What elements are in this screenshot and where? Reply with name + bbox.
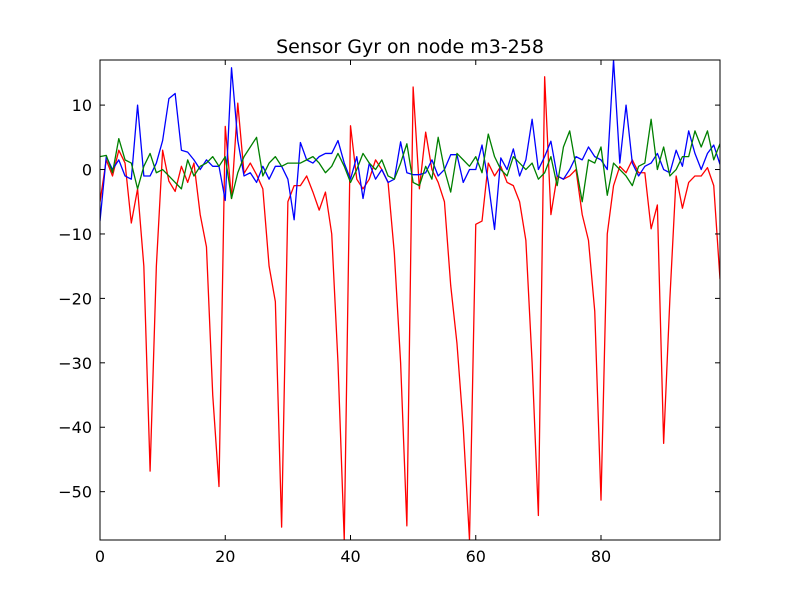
plot-frame (99, 59, 721, 541)
x-tick-label: 20 (215, 547, 235, 566)
y-tick-label: 0 (82, 161, 92, 180)
y-tick-label: −30 (58, 354, 92, 373)
series-line-1 (100, 76, 720, 540)
x-tick-label: 60 (466, 547, 486, 566)
series-line-3 (100, 118, 720, 203)
y-tick-label: 10 (72, 96, 92, 115)
y-tick-label: −50 (58, 483, 92, 502)
x-tick-label: 80 (591, 547, 611, 566)
x-tick-label: 40 (340, 547, 360, 566)
y-tick-label: −40 (58, 418, 92, 437)
x-tick-label: 0 (95, 547, 105, 566)
y-tick-label: −10 (58, 225, 92, 244)
series-layer (100, 60, 720, 540)
chart-title: Sensor Gyr on node m3-258 (276, 36, 544, 58)
y-tick-label: −20 (58, 289, 92, 308)
